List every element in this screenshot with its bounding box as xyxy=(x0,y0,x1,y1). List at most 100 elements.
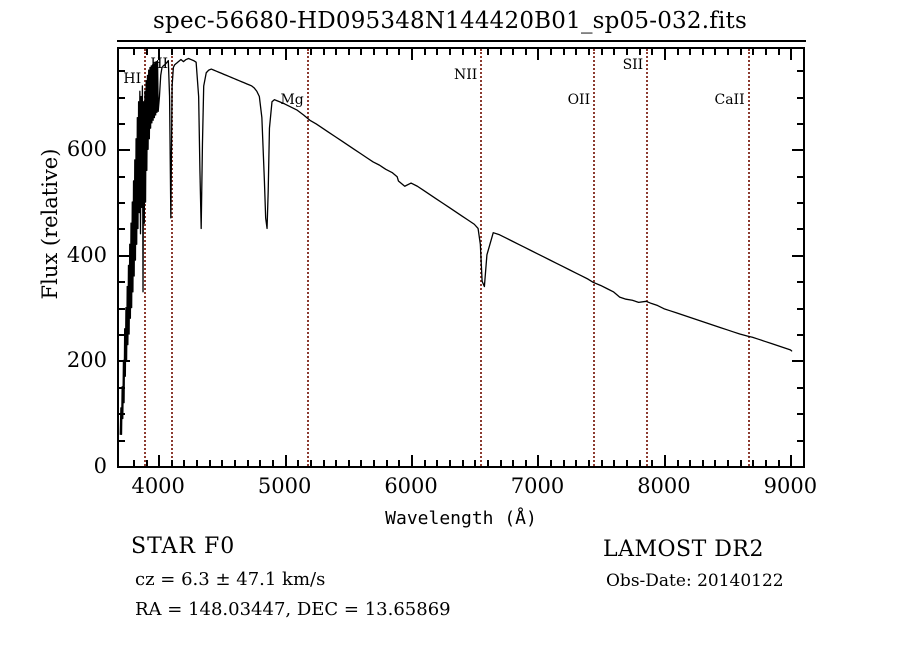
tick-mark xyxy=(119,175,125,178)
spectral-line-marker xyxy=(747,49,750,466)
tick-mark xyxy=(271,460,274,466)
tick-mark xyxy=(448,460,451,466)
tick-mark xyxy=(765,460,768,466)
tick-mark xyxy=(676,49,679,55)
tick-mark xyxy=(575,49,578,55)
tick-mark xyxy=(398,460,401,466)
x-tick-label: 7000 xyxy=(510,474,565,498)
tick-mark xyxy=(119,96,125,99)
x-tick-label: 6000 xyxy=(384,474,438,498)
tick-mark xyxy=(170,49,173,55)
tick-mark xyxy=(638,49,641,55)
spectral-line-marker xyxy=(171,49,174,466)
tick-mark xyxy=(797,122,803,125)
tick-mark xyxy=(221,49,224,55)
tick-mark xyxy=(309,49,312,55)
spectrum-curve xyxy=(119,57,793,435)
spectral-line-label: Mg xyxy=(280,91,304,108)
tick-mark xyxy=(170,460,173,466)
tick-mark xyxy=(461,460,464,466)
tick-mark xyxy=(448,49,451,55)
tick-mark xyxy=(512,49,515,55)
tick-mark xyxy=(297,460,300,466)
tick-mark xyxy=(145,460,148,466)
tick-mark xyxy=(335,460,338,466)
tick-mark xyxy=(600,460,603,466)
tick-mark xyxy=(132,460,135,466)
tick-mark xyxy=(119,413,125,416)
tick-mark xyxy=(347,460,350,466)
tick-mark xyxy=(765,49,768,55)
plot-area xyxy=(119,49,803,466)
tick-mark xyxy=(385,49,388,55)
x-tick-label: 4000 xyxy=(131,474,185,498)
tick-mark xyxy=(145,49,148,55)
tick-mark xyxy=(196,460,199,466)
tick-mark xyxy=(385,460,388,466)
star-type-annotation: STAR F0 xyxy=(131,534,236,559)
tick-mark xyxy=(208,460,211,466)
tick-mark xyxy=(423,460,426,466)
tick-mark xyxy=(701,460,704,466)
tick-mark xyxy=(752,460,755,466)
tick-mark xyxy=(797,202,803,205)
tick-mark xyxy=(600,49,603,55)
tick-mark xyxy=(119,307,125,310)
tick-mark xyxy=(797,96,803,99)
tick-mark xyxy=(234,49,237,55)
tick-mark xyxy=(196,49,199,55)
tick-mark xyxy=(613,460,616,466)
tick-mark xyxy=(474,49,477,55)
page-title: spec-56680-HD095348N144420B01_sp05-032.f… xyxy=(153,8,747,34)
tick-mark xyxy=(797,281,803,284)
tick-mark xyxy=(284,49,287,60)
tick-mark xyxy=(297,49,300,55)
obs-date-annotation: Obs-Date: 20140122 xyxy=(606,571,784,591)
tick-mark xyxy=(663,455,666,466)
tick-mark xyxy=(411,49,414,60)
tick-mark xyxy=(714,460,717,466)
tick-mark xyxy=(119,70,125,73)
tick-mark xyxy=(575,460,578,466)
tick-mark xyxy=(613,49,616,55)
tick-mark xyxy=(550,460,553,466)
spectral-line-marker xyxy=(646,49,649,466)
tick-mark xyxy=(183,49,186,55)
tick-mark xyxy=(411,455,414,466)
title-underline xyxy=(117,40,806,42)
tick-mark xyxy=(792,360,803,363)
x-tick-label: 5000 xyxy=(257,474,312,498)
tick-mark xyxy=(537,49,540,60)
tick-mark xyxy=(512,460,515,466)
tick-mark xyxy=(792,254,803,257)
y-tick-label: 400 xyxy=(66,242,107,267)
tick-mark xyxy=(739,49,742,55)
tick-mark xyxy=(588,49,591,55)
tick-mark xyxy=(119,386,125,389)
tick-mark xyxy=(663,49,666,60)
tick-mark xyxy=(651,49,654,55)
tick-mark xyxy=(119,122,125,125)
x-axis-title: Wavelength (Å) xyxy=(385,508,537,529)
tick-mark xyxy=(398,49,401,55)
tick-mark xyxy=(474,460,477,466)
tick-mark xyxy=(373,49,376,55)
tick-mark xyxy=(271,49,274,55)
tick-mark xyxy=(797,307,803,310)
tick-mark xyxy=(714,49,717,55)
tick-mark xyxy=(550,49,553,55)
tick-mark xyxy=(727,49,730,55)
tick-mark xyxy=(208,49,211,55)
tick-mark xyxy=(588,460,591,466)
tick-mark xyxy=(158,455,161,466)
tick-mark xyxy=(119,202,125,205)
tick-mark xyxy=(436,460,439,466)
x-tick-label: 8000 xyxy=(637,474,691,498)
tick-mark xyxy=(373,460,376,466)
tick-mark xyxy=(797,413,803,416)
y-tick-label: 0 xyxy=(93,454,107,478)
tick-mark xyxy=(183,460,186,466)
tick-mark xyxy=(797,175,803,178)
survey-annotation: LAMOST DR2 xyxy=(603,537,764,562)
